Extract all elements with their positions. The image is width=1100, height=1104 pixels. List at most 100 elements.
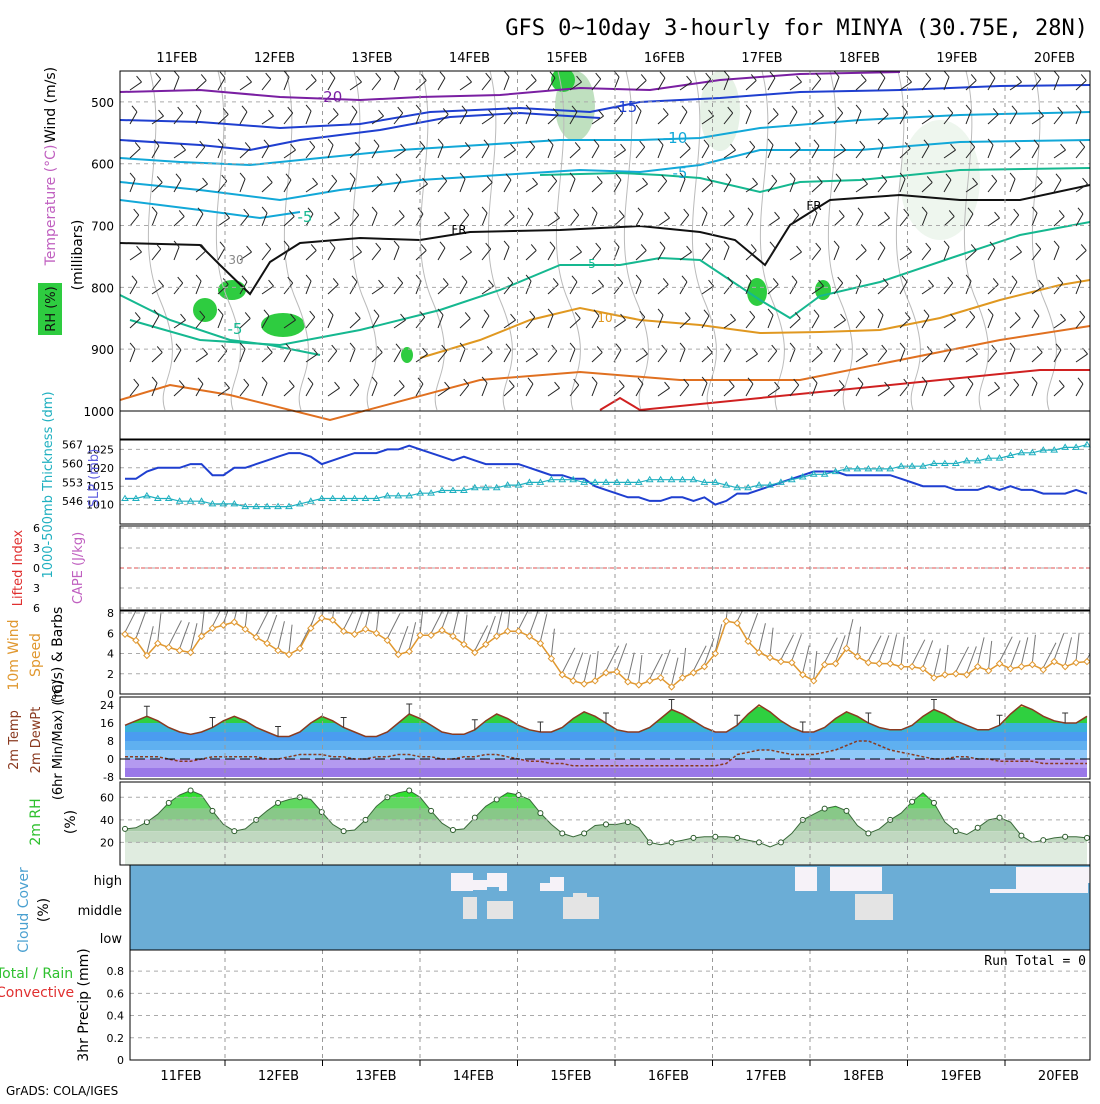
date-label-bottom: 16FEB [648,1069,689,1084]
rh-point [735,835,740,840]
cloud-background [130,865,1090,950]
rh-point [582,831,587,836]
ylabel-thickness: 1000-500mb Thickness (dm) [41,391,56,578]
wind-barb [289,625,292,653]
contour-label: 10 [597,311,612,325]
wind-barb [387,613,400,638]
cloud-level-label: middle [78,904,122,919]
rh-point [494,797,499,802]
date-label-bottom: 17FEB [745,1069,786,1084]
thickness-tick-label: 567 [62,439,83,452]
ylabel-cloud-cover: Cloud Cover [16,867,32,953]
wind-barb [464,615,467,643]
precip-tick-label: 0 [117,1054,124,1067]
date-label-top: 20FEB [1034,51,1075,66]
ylabel-cloud-units: (%) [36,898,52,922]
rh-point [144,820,149,825]
wind-speed-line [125,618,1087,687]
rh-point [276,800,281,805]
wind-speed-point [887,661,893,667]
wind-speed-point [767,655,773,661]
wind-barb [180,622,190,648]
cloud-patch [1080,867,1090,883]
rh-point [910,799,915,804]
footer-credit: GrADS: COLA/IGES [6,1084,118,1098]
rh-point [429,808,434,813]
wind-barb [672,658,678,685]
rh-point [1041,838,1046,843]
wind-barb [792,634,802,660]
rh-band [120,797,1090,808]
li-tick-label: 3 [33,582,40,595]
cloud-patch [550,877,564,891]
wind-barb [879,635,889,661]
li-tick-label: 6 [33,602,40,615]
contour-label: FR [806,199,821,213]
wind-barb [1054,633,1064,659]
cloud-level-label: high [94,874,122,889]
wind-speed-point [166,644,172,650]
wind-barb [267,615,277,641]
wind-barb [639,655,642,683]
rh-point [560,831,565,836]
date-label-bottom: 12FEB [258,1069,299,1084]
ylabel-wind: Wind (m/s) [43,67,59,143]
rh-point [472,815,477,820]
wind-speed-point [177,647,183,653]
wind-speed-point [636,682,642,688]
wind-barb [540,614,546,641]
wind-barb [945,645,948,673]
cloud-patch [795,867,817,891]
wind-speed-point [297,645,303,651]
rh-band [120,809,1090,820]
rh-point [604,822,609,827]
upper-air-panel: -20-15-10-5-5-551030FRFR5006007008009001… [83,68,1100,920]
rh-clip [120,786,1090,865]
run-total-label: Run Total = 0 [984,954,1086,969]
wind-speed-point [352,631,358,637]
wind-barb [770,628,773,656]
wind-speed-point [942,672,948,678]
ylabel-wind10: 10m Wind [6,619,22,690]
wind-speed-point [439,627,445,633]
contour-label: -15 [613,98,638,116]
ylabel-rh: RH (%) [44,286,59,331]
date-label-bottom: 18FEB [843,1069,884,1084]
contour-label: -5 [673,164,688,182]
wind-barb [814,651,817,679]
rh-point [997,815,1002,820]
rh-point [341,829,346,834]
rh-point [538,811,543,816]
wind-barb [1065,637,1071,664]
date-label-bottom: 15FEB [550,1069,591,1084]
rh-point [931,800,936,805]
wind-speed-point [909,664,915,670]
contour-label: -10 [663,129,688,147]
wind-barb [136,612,146,638]
wind-speed-point [723,618,729,624]
wind-speed-point [286,652,292,658]
rh-point [407,788,412,793]
date-label-bottom: 13FEB [355,1069,396,1084]
rh-point [844,808,849,813]
cloud-patch [573,893,587,901]
wind-speed-point [647,678,653,684]
wind-barb [857,627,860,655]
rh-point [1019,833,1024,838]
cloud-patch [1016,867,1088,893]
wind-barb [1000,637,1013,662]
precip-tick-label: 0.4 [107,1010,125,1023]
cloud-patch [487,901,513,919]
thickness-tick-label: 546 [62,495,83,508]
date-label-bottom: 19FEB [940,1069,981,1084]
precip-tick-label: 0.2 [107,1032,125,1045]
wind-barb [1032,635,1035,663]
rh-point [166,800,171,805]
cloud-patch [487,873,499,887]
ylabel-precip: 3hr Precip (mm) [76,948,92,1061]
wind-barb [245,599,248,627]
